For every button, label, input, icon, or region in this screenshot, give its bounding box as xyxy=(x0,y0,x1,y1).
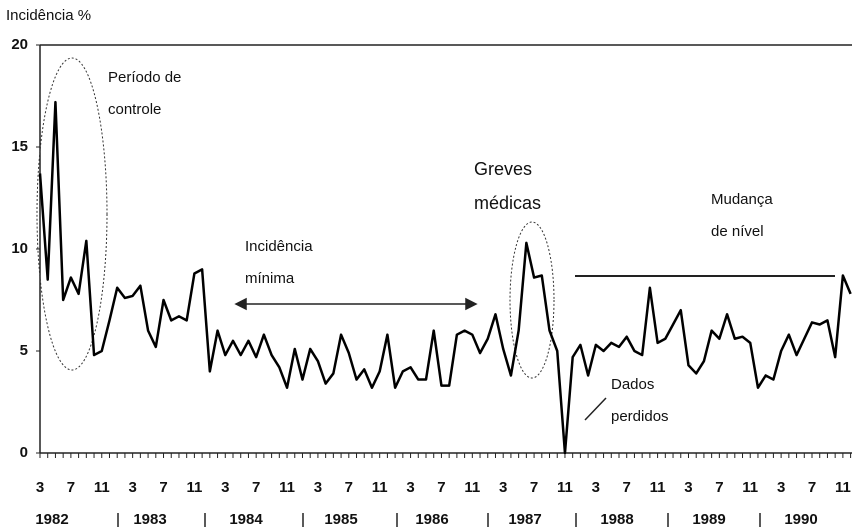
x-tick-label: 11 xyxy=(279,479,295,496)
x-tick-label: 7 xyxy=(623,479,631,496)
x-tick-label: 11 xyxy=(464,479,480,496)
y-tick-label: 0 xyxy=(20,444,28,461)
control-ellipse xyxy=(36,57,108,371)
x-tick-label: 3 xyxy=(314,479,322,496)
y-tick-label: 5 xyxy=(20,342,28,359)
year-label: 1986 xyxy=(415,511,448,528)
annotation: de nível xyxy=(711,223,764,240)
x-tick-label: 7 xyxy=(67,479,75,496)
year-label: 1988 xyxy=(600,511,633,528)
x-tick-label: 3 xyxy=(592,479,600,496)
x-tick-label: 3 xyxy=(221,479,229,496)
x-tick-label: 7 xyxy=(530,479,538,496)
y-tick-label: 15 xyxy=(11,138,28,155)
x-tick-label: 11 xyxy=(557,479,573,496)
x-tick-label: 7 xyxy=(437,479,445,496)
missing-pointer xyxy=(584,397,607,421)
x-tick-label: 3 xyxy=(128,479,136,496)
annotation: médicas xyxy=(474,193,541,213)
x-tick-label: 11 xyxy=(742,479,758,496)
x-tick-label: 11 xyxy=(835,479,851,496)
annotation: Incidência xyxy=(245,238,313,255)
year-label: 1985 xyxy=(324,511,357,528)
x-tick-label: 11 xyxy=(186,479,202,496)
annotation: Período de xyxy=(108,69,181,86)
year-label: 1983 xyxy=(133,511,166,528)
min-arrow xyxy=(234,297,478,311)
x-tick-label: 3 xyxy=(499,479,507,496)
year-label: 1984 xyxy=(229,511,263,528)
y-tick-label: 20 xyxy=(11,36,28,53)
data-line xyxy=(38,100,852,455)
x-tick-label: 3 xyxy=(777,479,785,496)
annotation: controle xyxy=(108,101,161,118)
annotation: perdidos xyxy=(611,408,669,425)
x-tick-label: 7 xyxy=(159,479,167,496)
x-tick-label: 7 xyxy=(345,479,353,496)
year-label: 1982 xyxy=(35,511,68,528)
year-label: 1989 xyxy=(692,511,725,528)
year-label: 1990 xyxy=(784,511,817,528)
strike-ellipse xyxy=(509,221,555,379)
x-tick-label: 7 xyxy=(808,479,816,496)
x-tick-label: 7 xyxy=(252,479,260,496)
x-tick-label: 11 xyxy=(650,479,666,496)
annotation: Greves xyxy=(474,159,532,179)
annotation: mínima xyxy=(245,270,295,287)
x-tick-label: 3 xyxy=(406,479,414,496)
x-tick-label: 7 xyxy=(715,479,723,496)
y-axis-label: Incidência % xyxy=(6,7,91,24)
x-tick-label: 11 xyxy=(94,479,110,496)
year-label: 1987 xyxy=(508,511,541,528)
x-tick-label: 11 xyxy=(372,479,388,496)
annotation: Dados xyxy=(611,376,654,393)
y-tick-label: 10 xyxy=(11,240,28,257)
x-tick-label: 3 xyxy=(36,479,44,496)
annotation: Mudança xyxy=(711,191,773,208)
x-tick-label: 3 xyxy=(684,479,692,496)
